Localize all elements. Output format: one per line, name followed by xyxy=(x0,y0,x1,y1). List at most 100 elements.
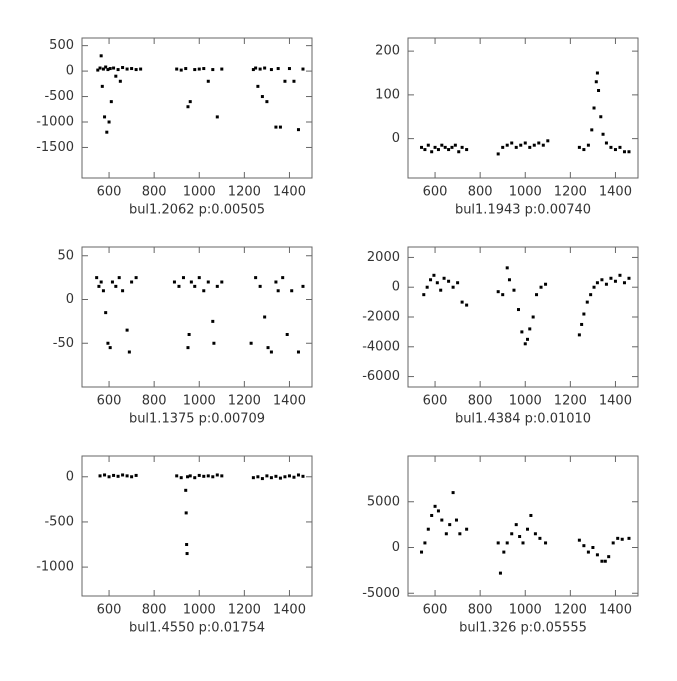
x-tick-label: 1000 xyxy=(183,603,216,618)
point xyxy=(440,143,444,147)
point xyxy=(251,68,255,72)
point xyxy=(514,145,518,149)
point xyxy=(197,276,201,280)
point xyxy=(278,476,282,480)
point xyxy=(249,341,253,345)
point xyxy=(586,550,590,554)
point xyxy=(186,105,190,109)
point xyxy=(613,279,617,283)
point xyxy=(433,504,437,508)
plot-frame xyxy=(81,455,313,597)
x-tick-label: 800 xyxy=(142,394,167,409)
point xyxy=(212,341,216,345)
point xyxy=(211,319,215,323)
x-axis-label: bul1.4384 p:0.01010 xyxy=(455,412,591,427)
point xyxy=(539,285,543,289)
point xyxy=(420,145,424,149)
point xyxy=(443,145,447,149)
point xyxy=(609,145,613,149)
y-tick-label: 0 xyxy=(392,540,400,555)
point xyxy=(206,79,210,83)
y-tick-label: -4000 xyxy=(362,339,400,354)
point xyxy=(604,282,608,286)
point xyxy=(283,79,287,83)
plot-frame xyxy=(407,37,639,179)
point xyxy=(134,68,138,72)
point xyxy=(197,473,201,477)
point xyxy=(269,476,273,480)
plot-frame xyxy=(407,246,639,388)
point xyxy=(450,145,454,149)
point xyxy=(184,488,188,492)
point xyxy=(276,289,280,293)
point xyxy=(186,346,190,350)
x-tick-label: 1000 xyxy=(509,603,542,618)
point xyxy=(187,333,191,336)
y-tick-label: -500 xyxy=(44,514,74,529)
point xyxy=(444,532,448,536)
point xyxy=(541,143,545,147)
y-tick-label: 0 xyxy=(66,292,74,307)
x-tick-label: 600 xyxy=(423,603,448,618)
point xyxy=(496,541,500,545)
point xyxy=(220,67,224,71)
point xyxy=(453,143,457,147)
point xyxy=(125,67,129,71)
point xyxy=(283,475,287,479)
point xyxy=(529,513,533,517)
point xyxy=(429,278,433,282)
point xyxy=(546,139,550,143)
x-tick-label: 1400 xyxy=(599,603,632,618)
point xyxy=(518,535,522,539)
x-tick-label: 1200 xyxy=(554,185,587,200)
point xyxy=(423,541,427,545)
point xyxy=(103,115,107,119)
x-tick-label: 600 xyxy=(97,185,122,200)
point xyxy=(121,66,125,70)
point xyxy=(613,148,617,152)
point xyxy=(98,474,102,478)
y-tick-label: -5000 xyxy=(362,586,400,601)
y-tick-label: -1000 xyxy=(36,560,74,575)
point xyxy=(211,68,215,72)
point xyxy=(220,280,224,284)
point xyxy=(528,327,532,331)
x-axis-label: bul1.4550 p:0.01754 xyxy=(129,621,265,636)
point xyxy=(206,474,210,478)
point xyxy=(447,279,451,283)
y-tick-label: 0 xyxy=(392,131,400,146)
point xyxy=(287,67,291,71)
x-tick-label: 1000 xyxy=(509,394,542,409)
point xyxy=(285,333,289,336)
x-tick-label: 600 xyxy=(423,185,448,200)
point xyxy=(523,342,527,346)
point xyxy=(287,474,291,478)
point xyxy=(106,68,110,72)
point xyxy=(465,527,469,531)
x-axis-label: bul1.2062 p:0.00505 xyxy=(129,203,265,218)
point xyxy=(496,152,500,156)
point xyxy=(121,289,125,293)
y-tick-label: 0 xyxy=(66,64,74,79)
point xyxy=(436,509,440,513)
point xyxy=(523,141,527,145)
point xyxy=(276,67,280,71)
x-tick-label: 1400 xyxy=(273,603,306,618)
point xyxy=(595,553,599,557)
point xyxy=(577,145,581,149)
y-tick-label: -1500 xyxy=(36,140,74,155)
point xyxy=(130,280,134,284)
x-tick-label: 1200 xyxy=(228,185,261,200)
point xyxy=(435,281,439,285)
y-tick-label: -500 xyxy=(44,89,74,104)
y-tick-label: -50 xyxy=(53,336,74,351)
point xyxy=(107,120,111,124)
point xyxy=(269,68,273,72)
point xyxy=(526,527,530,531)
point xyxy=(442,276,446,280)
point xyxy=(112,66,116,70)
x-tick-label: 1000 xyxy=(183,394,216,409)
point xyxy=(622,150,626,154)
point xyxy=(590,128,594,132)
point xyxy=(501,293,505,297)
